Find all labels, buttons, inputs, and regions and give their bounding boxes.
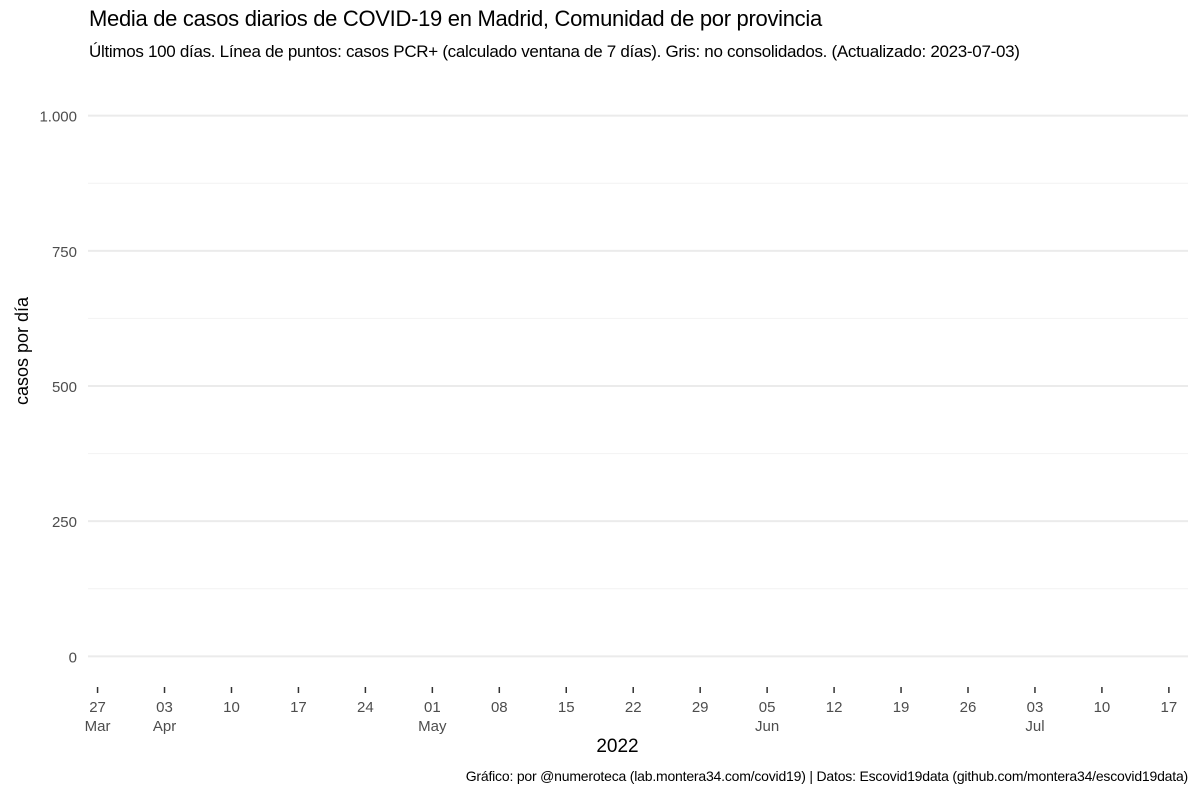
y-axis: 0 250 500 750 1.000 (39, 109, 77, 667)
x-tick-label: 03 (1027, 699, 1044, 716)
major-gridlines (88, 114, 1188, 658)
y-tick-label: 1.000 (39, 109, 77, 126)
x-tick-label: 29 (692, 699, 709, 716)
minor-gridlines (88, 182, 1188, 590)
x-tick-label: 01 (424, 699, 441, 716)
x-tick-label: 05 (759, 699, 776, 716)
x-tick-label: 12 (826, 699, 843, 716)
chart-caption: Gráfico: por @numeroteca (lab.montera34.… (465, 768, 1188, 784)
x-tick-label: 17 (1161, 699, 1178, 716)
y-tick-label: 500 (52, 379, 77, 396)
x-tick-month-label: May (418, 718, 447, 735)
x-tick-label: 22 (625, 699, 642, 716)
x-tick-month-label: Jul (1025, 718, 1044, 735)
x-tick-label: 19 (893, 699, 910, 716)
x-tick-label: 10 (1094, 699, 1111, 716)
x-tick-month-label: Jun (755, 718, 779, 735)
x-tick-label: 27 (89, 699, 106, 716)
chart-subtitle: Últimos 100 días. Línea de puntos: casos… (89, 42, 1020, 61)
y-axis-label: casos por día (12, 296, 32, 405)
y-tick-label: 250 (52, 514, 77, 531)
x-tick-label: 08 (491, 699, 508, 716)
x-tick-month-label: Mar (85, 718, 111, 735)
x-tick-month-label: Apr (153, 718, 176, 735)
chart-title: Media de casos diarios de COVID-19 en Ma… (89, 6, 822, 31)
x-tick-label: 17 (290, 699, 307, 716)
x-tick-label: 24 (357, 699, 374, 716)
x-tick-label: 03 (156, 699, 173, 716)
x-tick-label: 15 (558, 699, 575, 716)
y-tick-label: 0 (69, 649, 77, 666)
x-tick-label: 10 (223, 699, 240, 716)
x-tick-label: 26 (960, 699, 977, 716)
x-axis-label: 2022 (596, 736, 639, 757)
y-tick-label: 750 (52, 244, 77, 261)
x-axis: 27 Mar 03 Apr 10 17 24 01 May 08 15 22 29 05 Jun 12 19 26… (85, 687, 1178, 735)
